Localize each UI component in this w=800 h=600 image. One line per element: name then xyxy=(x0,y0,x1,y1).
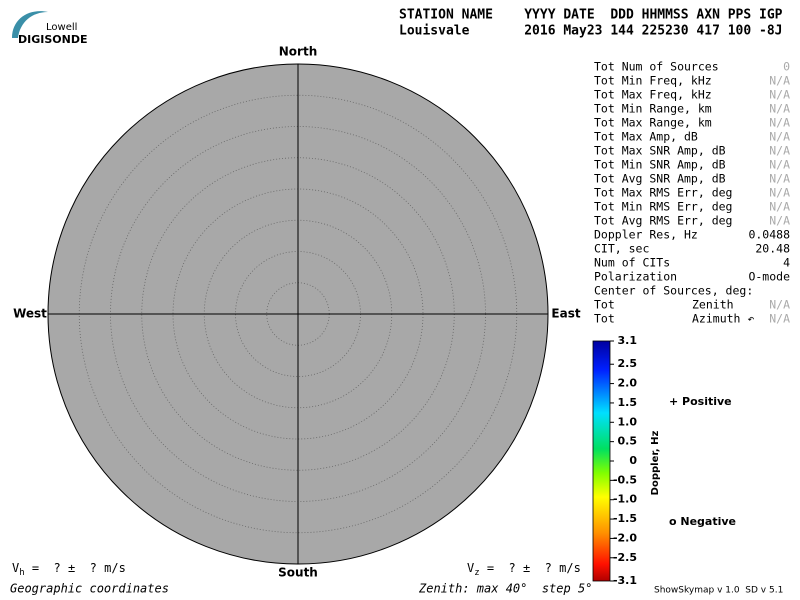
stat-label: Tot Min SNR Amp, dB xyxy=(594,158,726,172)
colorbar-tick-label: -3.1 xyxy=(613,574,637,587)
stat-label: Num of CITs xyxy=(594,256,670,270)
stat-value: N/A xyxy=(769,200,790,214)
colorbar-tick-label: 1.5 xyxy=(618,396,638,409)
stat-value: 0.0488 xyxy=(748,228,790,242)
colorbar-tick-label: -1.0 xyxy=(613,493,637,506)
logo-small: Lowell xyxy=(46,22,77,33)
stat-label: Doppler Res, Hz xyxy=(594,228,698,242)
stat-value: N/A xyxy=(769,88,790,102)
legend-positive: + Positive xyxy=(669,395,732,408)
stat-label: Tot Max Amp, dB xyxy=(594,130,698,144)
stat-value: 4 xyxy=(783,256,790,270)
stat-value: 20.48 xyxy=(755,242,790,256)
stat-label: Tot Min Range, km xyxy=(594,102,712,116)
colorbar-tick-label: -2.5 xyxy=(613,551,637,564)
stat-sublabel: Zenith xyxy=(692,298,734,312)
compass-east: East xyxy=(551,307,580,321)
header-columns: STATION NAME YYYY DATE DDD HHMMSS AXN PP… xyxy=(399,8,783,23)
logo: Lowell DIGISONDE xyxy=(12,11,87,46)
stat-value: N/A xyxy=(769,158,790,172)
stat-sublabel: Azimuth ↶ xyxy=(692,312,754,326)
stat-label: Tot Max SNR Amp, dB xyxy=(594,144,726,158)
colorbar-tick-label: -1.5 xyxy=(613,512,637,525)
stat-label: Tot Num of Sources xyxy=(594,60,719,74)
velocity-z: Vz = ? ± ? m/s xyxy=(467,561,581,578)
stat-value: N/A xyxy=(769,102,790,116)
colorbar-tick-label: -0.5 xyxy=(613,473,637,486)
footer-zenith: Zenith: max 40° step 5° xyxy=(418,582,592,596)
colorbar-tick-label: 2.0 xyxy=(618,377,638,390)
stat-value: N/A xyxy=(769,144,790,158)
header-values: Louisvale 2016 May23 144 225230 417 100 … xyxy=(399,24,783,39)
stat-label: Tot Max Range, km xyxy=(594,116,712,130)
compass-west: West xyxy=(13,307,47,321)
stat-value: N/A xyxy=(769,312,790,326)
stat-value: N/A xyxy=(769,298,790,312)
colorbar-tick-label: 1.0 xyxy=(618,415,638,428)
stat-label: Polarization xyxy=(594,270,677,284)
footer-version: ShowSkymap v 1.0 SD v 5.1 xyxy=(654,586,783,596)
colorbar xyxy=(592,340,611,582)
stat-value: O-mode xyxy=(748,270,790,284)
logo-large: DIGISONDE xyxy=(18,33,87,46)
colorbar-ticks: 3.1 2.5 2.0 1.5 1.0 0.5 0 -0.5 -1.0 -1.5 -2.0 -2.5 -… xyxy=(610,334,637,587)
stats-panel: Tot Num of Sources 0 Tot Min Freq, kHz N/A T… xyxy=(594,60,790,326)
polar-plot xyxy=(47,63,549,565)
stat-label: Tot Avg RMS Err, deg xyxy=(594,214,732,228)
velocity-h: Vh = ? ± ? m/s xyxy=(12,561,126,578)
colorbar-label: Doppler, Hz xyxy=(650,431,661,496)
compass-north: North xyxy=(279,45,317,59)
stat-label: CIT, sec xyxy=(594,242,649,256)
colorbar-tick-label: -2.0 xyxy=(613,531,637,544)
stat-label: Tot xyxy=(594,312,615,326)
colorbar-tick-label: 0 xyxy=(629,454,637,467)
colorbar-tick-label: 3.1 xyxy=(618,334,638,347)
stat-value: N/A xyxy=(769,130,790,144)
colorbar-tick-label: 0.5 xyxy=(618,435,638,448)
footer-coordinates: Geographic coordinates xyxy=(10,582,169,596)
stat-label: Tot Max RMS Err, deg xyxy=(594,186,732,200)
stat-value: N/A xyxy=(769,172,790,186)
stat-label: Tot Max Freq, kHz xyxy=(594,88,712,102)
legend-negative: o Negative xyxy=(669,515,736,528)
colorbar-tick-label: 2.5 xyxy=(618,357,638,370)
logo-swoosh xyxy=(12,11,48,38)
stat-value: N/A xyxy=(769,116,790,130)
stat-label: Center of Sources, deg: xyxy=(594,284,753,298)
stat-label: Tot xyxy=(594,298,615,312)
stat-label: Tot Min Freq, kHz xyxy=(594,74,712,88)
stat-value: N/A xyxy=(769,214,790,228)
stat-value: 0 xyxy=(783,60,790,74)
stat-value: N/A xyxy=(769,74,790,88)
stat-label: Tot Avg SNR Amp, dB xyxy=(594,172,726,186)
compass-south: South xyxy=(278,566,318,580)
stat-value: N/A xyxy=(769,186,790,200)
stat-label: Tot Min RMS Err, deg xyxy=(594,200,732,214)
